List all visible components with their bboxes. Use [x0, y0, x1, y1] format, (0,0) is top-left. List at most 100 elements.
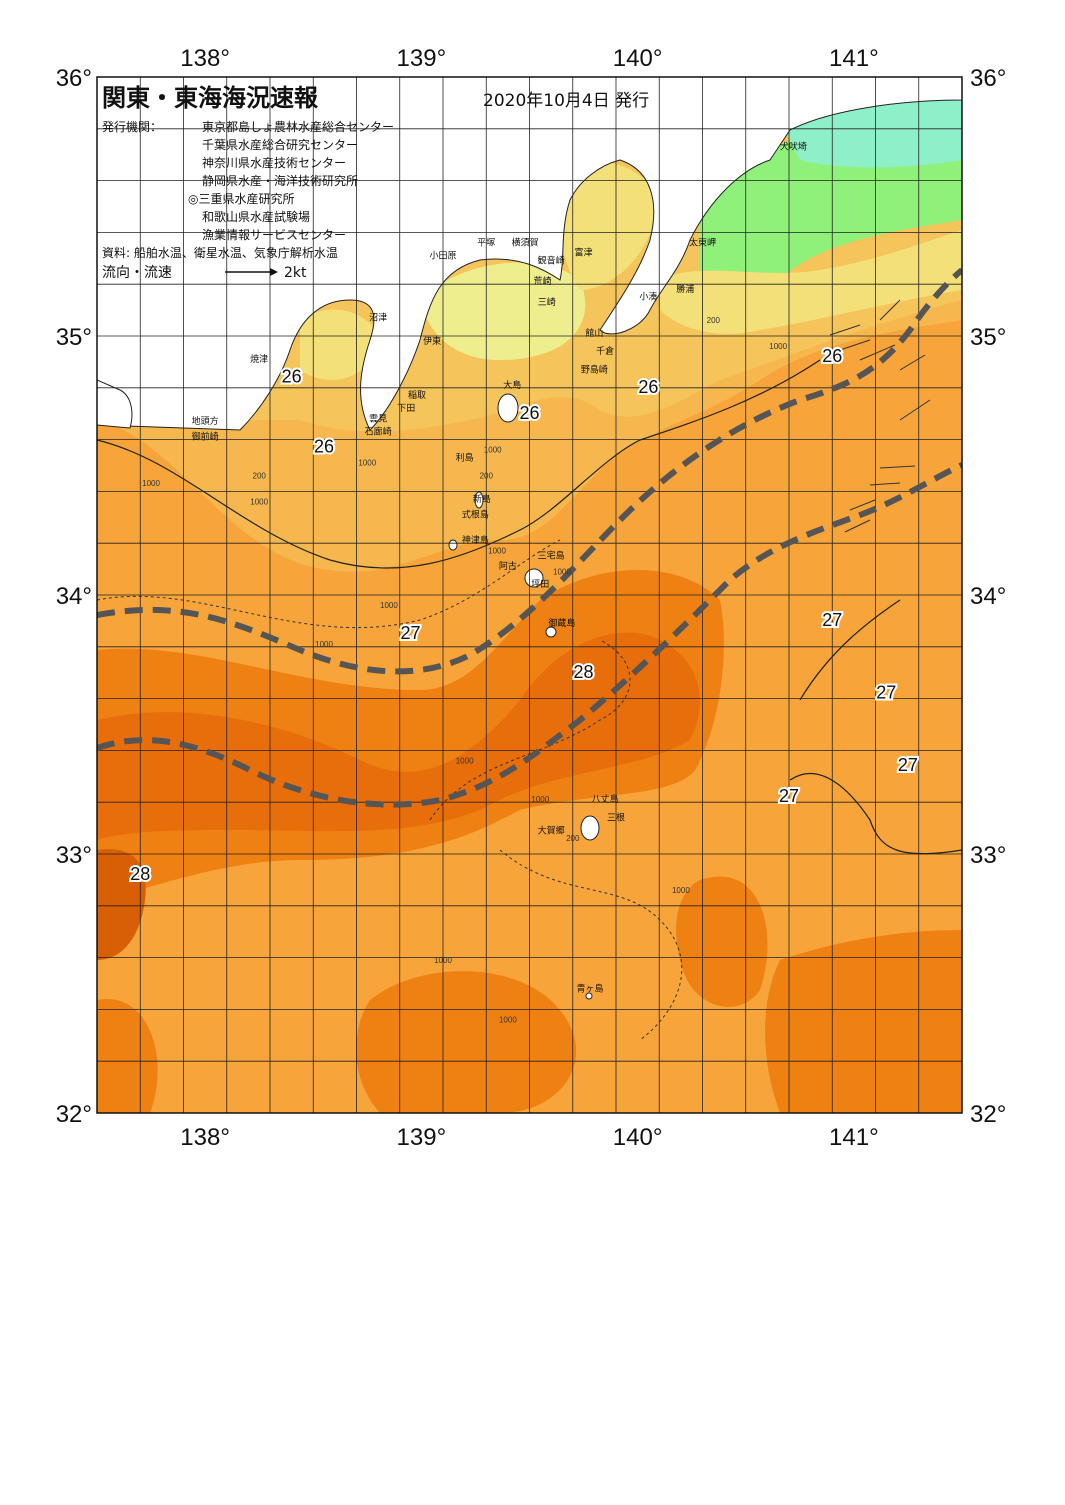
arrowhead-icon	[270, 268, 278, 276]
isotherm-value-label: 27	[401, 623, 421, 643]
island-mikurajima	[545, 626, 557, 638]
latitude-label: 36°	[970, 65, 1006, 92]
isotherm-labels: 26 26 26 26 26 27 28 27 27 27 27 28	[128, 344, 920, 886]
current-legend-label: 流向・流速	[102, 265, 172, 281]
depth-labels: 200 1000 1000 1000 1000 200 1000 1000 1000 1000 10…	[142, 316, 787, 1024]
depth-contour-label: 200	[707, 316, 721, 325]
place-name-label: 犬吠埼	[780, 141, 807, 153]
sst-28-west	[97, 849, 146, 960]
depth-contour-label: 1000	[250, 497, 268, 506]
place-name-label: 焼津	[250, 354, 268, 365]
depth-contour-label: 1000	[380, 601, 398, 610]
longitude-label: 138°	[180, 1124, 230, 1151]
place-name-label: 坪田	[531, 579, 549, 590]
isotherm-line-1	[97, 359, 821, 569]
longitude-labels-top: 138° 139° 140° 141°	[180, 45, 878, 72]
longitude-labels-bottom: 138° 139° 140° 141°	[180, 1124, 878, 1151]
longitude-label: 138°	[180, 45, 230, 72]
latitude-label: 32°	[970, 1101, 1006, 1128]
place-name-label: 沼津	[369, 312, 387, 323]
place-name-label: 雲見	[369, 413, 387, 424]
issuer-1: 東京都島しょ農林水産総合センター	[202, 119, 394, 134]
sst-tokyo-bay	[558, 162, 660, 290]
place-name-label: 野島崎	[581, 363, 608, 375]
place-name-label: 横須賀	[512, 236, 539, 248]
depth-contour-label: 200	[566, 834, 580, 843]
sea-temperature-field	[97, 77, 962, 1113]
place-name-label: 阿古	[499, 560, 517, 572]
issuer-7: 漁業情報サービスセンター	[202, 228, 346, 242]
depth-contour-3	[499, 849, 683, 1041]
sst-pocket-1	[676, 876, 768, 1007]
sst-boso-south	[660, 230, 962, 334]
land-enshu	[97, 379, 133, 429]
isotherm-value-label: 28	[574, 662, 594, 682]
place-name-label: 八丈島	[592, 793, 619, 805]
island-hachijojima	[580, 815, 600, 841]
issuer-4: 静岡県水産・海洋技術研究所	[202, 173, 358, 188]
depth-contour-label: 1000	[456, 756, 474, 765]
isotherm-value-label: 27	[898, 755, 918, 775]
depth-contour-label: 1000	[434, 956, 452, 965]
depth-contour-label: 1000	[553, 567, 571, 576]
place-name-label: 大賀郷	[538, 824, 565, 836]
sst-pocket-2	[765, 930, 962, 1113]
place-name-label: 青ヶ島	[577, 982, 604, 994]
isotherm-value-label: 27	[779, 786, 799, 806]
place-name-label: 大島	[503, 379, 521, 391]
map-title: 関東・東海海況速報	[102, 84, 319, 112]
place-name-label: 平塚	[477, 237, 495, 248]
place-name-label: 三崎	[538, 296, 556, 308]
place-name-label: 伊東	[423, 335, 441, 347]
place-name-label: 千倉	[596, 345, 614, 357]
place-name-label: 新島	[473, 493, 491, 505]
place-name-label: 三根	[607, 811, 625, 823]
depth-contour-label: 1000	[769, 342, 787, 351]
depth-contour-1	[97, 539, 561, 628]
place-name-label: 太東岬	[689, 236, 716, 248]
data-source: 資料: 船舶水温、衛星水温、気象庁解析水温	[102, 245, 338, 260]
place-name-label: 富津	[575, 247, 593, 259]
place-name-label: 地頭方	[192, 415, 219, 427]
latitude-label: 36°	[56, 65, 92, 92]
isotherm-value-label: 26	[822, 346, 842, 366]
longitude-label: 140°	[613, 45, 663, 72]
place-name-label: 荒崎	[533, 275, 551, 287]
latitude-label: 35°	[56, 324, 92, 351]
issuer-3: 神奈川県水産技術センター	[202, 155, 346, 170]
isotherm-value-label: 27	[876, 683, 896, 703]
map-frame	[96, 76, 963, 1114]
latitude-label: 33°	[970, 842, 1006, 869]
lat-lon-grid	[97, 77, 962, 1113]
isotherm-line-2	[789, 599, 962, 855]
place-name-label: 観音崎	[538, 254, 565, 266]
issuer-2: 千葉県水産総合研究センター	[202, 137, 358, 152]
latitude-labels-right: 36° 35° 34° 33° 32°	[970, 65, 1006, 1128]
latitude-label: 32°	[56, 1101, 92, 1128]
depth-contour-label: 1000	[672, 886, 690, 895]
isotherm-value-label: 28	[130, 864, 150, 884]
place-name-label: 利島	[456, 451, 474, 463]
place-name-label: 御前崎	[192, 431, 219, 443]
place-name-label: 勝浦	[676, 283, 694, 295]
longitude-label: 140°	[613, 1124, 663, 1151]
issuers-label: 発行機関：	[102, 119, 162, 134]
latitude-label: 34°	[970, 583, 1006, 610]
depth-contour-label: 1000	[484, 446, 502, 455]
place-name-label: 神津島	[462, 534, 489, 546]
issuer-6: 和歌山県水産試験場	[202, 209, 310, 224]
depth-contour-label: 200	[480, 471, 494, 480]
isotherm-value-label: 27	[822, 610, 842, 630]
island-kozushima	[448, 539, 458, 551]
kuroshio-axis-north	[97, 267, 962, 675]
longitude-label: 139°	[397, 45, 447, 72]
island-niijima	[474, 491, 484, 509]
sst-pocket-4	[97, 999, 158, 1113]
place-name-label: 三宅島	[538, 550, 565, 562]
isotherm-value-label: 26	[282, 367, 302, 387]
longitude-label: 139°	[397, 1124, 447, 1151]
depth-contour-label: 1000	[488, 547, 506, 556]
latitude-label: 34°	[56, 583, 92, 610]
place-name-label: 下田	[397, 403, 415, 414]
